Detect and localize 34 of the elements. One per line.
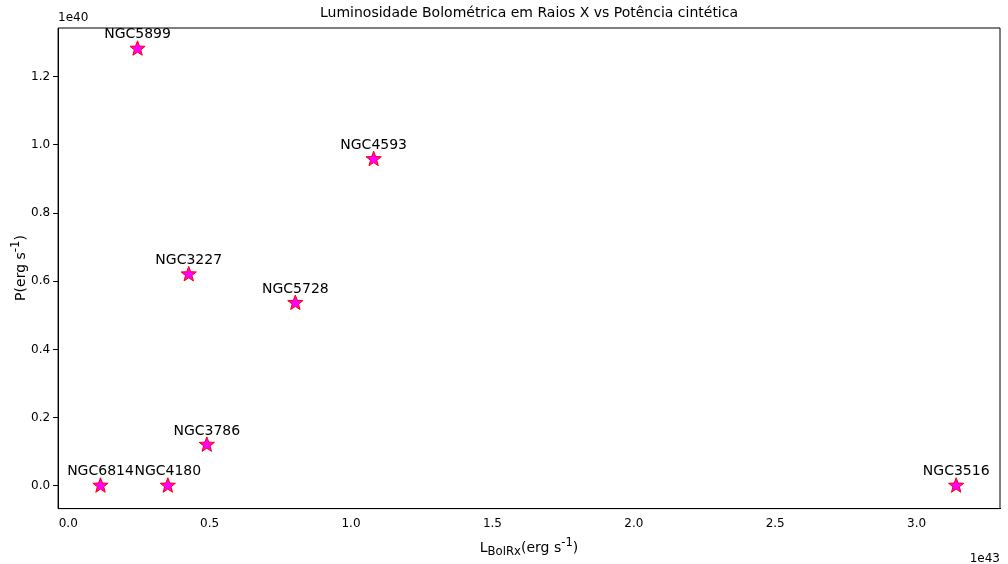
point (180, 265, 197, 282)
point (948, 477, 965, 493)
annotation: NGC4180 (134, 462, 202, 479)
x-tick-label: 1.5 (482, 515, 502, 530)
point (365, 150, 382, 167)
point (159, 477, 176, 493)
y-tick-label: 0.2 (30, 409, 51, 424)
x-tick-label: 2.0 (624, 515, 644, 530)
y-tick-label: 0.4 (30, 341, 51, 356)
annotation: NGC3516 (922, 462, 990, 479)
point (198, 436, 215, 452)
y-tick-label: 1.0 (30, 137, 51, 152)
point (92, 477, 109, 493)
x-tick-label: 2.5 (765, 515, 785, 530)
chart-title: Luminosidade Bolométrica em Raios X vs Potência cintética (320, 4, 739, 20)
x-tick-label: 3.0 (907, 515, 927, 530)
y-tick-label: 1.2 (30, 68, 51, 83)
point (287, 294, 304, 311)
x-tick-label: 0.5 (200, 515, 220, 530)
y-tick-label: 0.0 (30, 477, 51, 492)
annotation: NGC3786 (173, 421, 241, 438)
annotation: NGC3227 (155, 251, 223, 268)
annotation: NGC6814 (67, 462, 134, 479)
y-tick-label: 0.6 (30, 273, 51, 288)
text: 1e40 (58, 10, 89, 24)
text: 1e43 (969, 550, 1000, 564)
x-tick-label: 1.0 (341, 515, 361, 530)
annotation: NGC4593 (340, 135, 408, 152)
y-tick-label: 0.8 (30, 205, 51, 220)
point (129, 40, 146, 56)
annotation: NGC5899 (104, 25, 171, 42)
x-tick-label: 0.0 (58, 515, 78, 530)
annotation: NGC5728 (261, 279, 329, 296)
x-axis-title: L$_{Bol}$$_{Rx}$(erg s$^{-1}$) (479, 534, 579, 559)
